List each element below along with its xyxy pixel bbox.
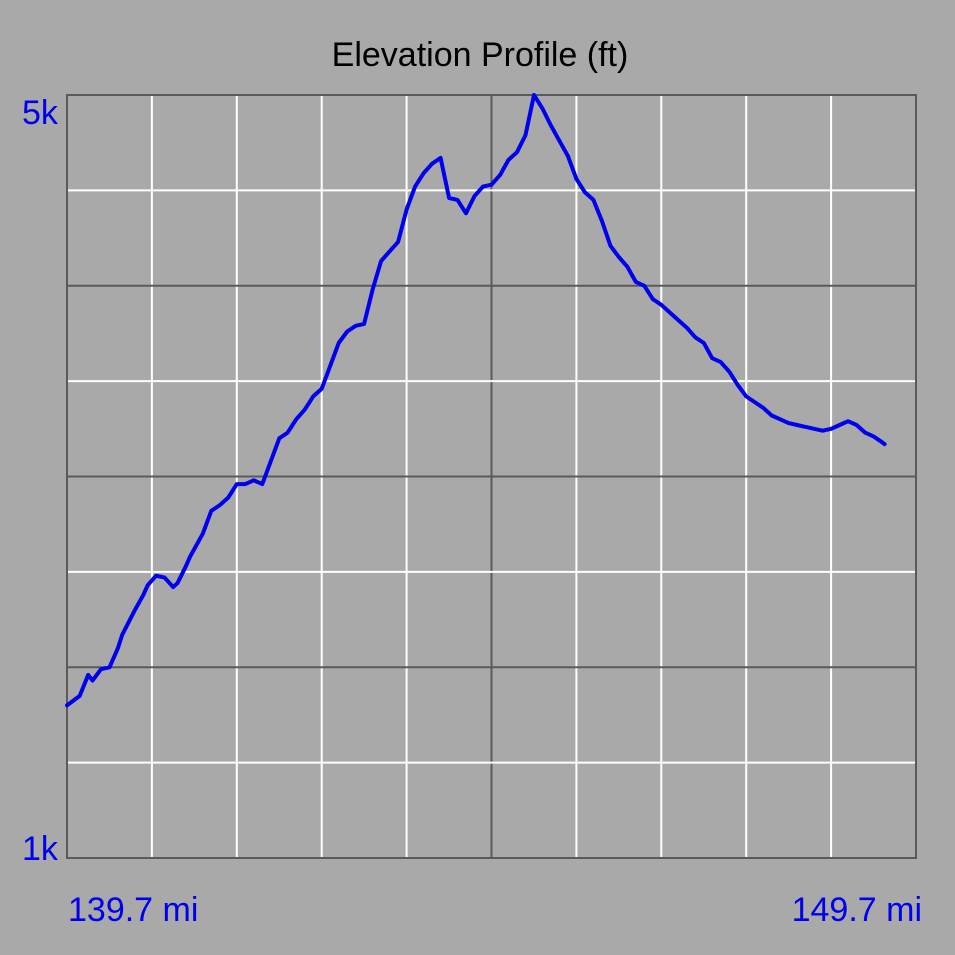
chart-title: Elevation Profile (ft) bbox=[332, 36, 629, 74]
x-end-label: 149.7 mi bbox=[792, 891, 922, 929]
x-start-label: 139.7 mi bbox=[68, 891, 198, 929]
y-min-label: 1k bbox=[22, 830, 59, 868]
y-max-label: 5k bbox=[22, 94, 59, 132]
grid-layer bbox=[67, 95, 916, 858]
plot-frame bbox=[66, 94, 917, 859]
elevation-line bbox=[65, 93, 887, 708]
